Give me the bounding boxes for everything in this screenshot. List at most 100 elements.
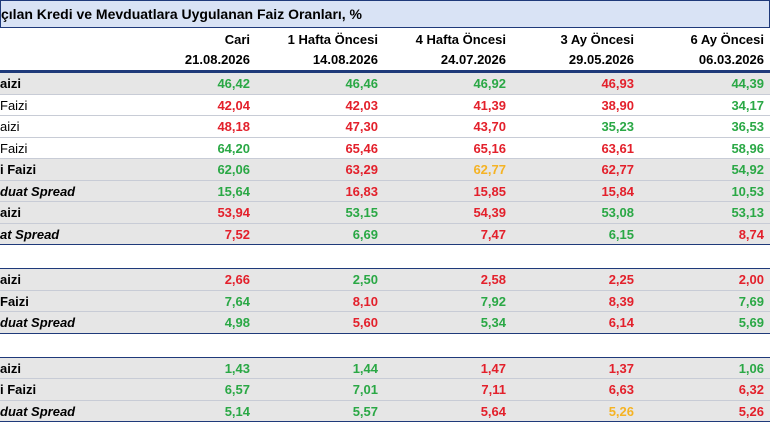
rate-cell: 2,00 bbox=[738, 272, 764, 287]
table-row: Faizi 7,64 8,10 7,92 8,39 7,69 bbox=[0, 290, 770, 312]
rate-cell: 6,63 bbox=[608, 382, 634, 397]
rate-cell: 46,93 bbox=[601, 76, 634, 91]
section-rule bbox=[0, 244, 770, 245]
column-date: 24.07.2026 bbox=[440, 52, 506, 67]
rate-cell: 1,37 bbox=[608, 360, 634, 376]
table-row: i Faizi 6,57 7,01 7,11 6,63 6,32 bbox=[0, 379, 770, 401]
table-row: Faizi 64,20 65,46 65,16 63,61 58,96 bbox=[0, 138, 770, 159]
rate-cell: 58,96 bbox=[731, 140, 764, 156]
rate-cell: 7,01 bbox=[352, 382, 378, 397]
rate-cell: 54,39 bbox=[473, 205, 506, 220]
row-label: Faizi bbox=[0, 140, 28, 156]
rate-cell: 53,08 bbox=[601, 205, 634, 220]
rate-cell: 47,30 bbox=[345, 119, 378, 134]
column-date: 06.03.2026 bbox=[698, 52, 764, 67]
rate-cell: 46,46 bbox=[345, 76, 378, 91]
table-row: aizi 46,42 46,46 46,92 46,93 44,39 bbox=[0, 73, 770, 95]
rate-cell: 54,92 bbox=[731, 162, 764, 177]
table-row: aizi 2,66 2,50 2,58 2,25 2,00 bbox=[0, 269, 770, 291]
section-rule bbox=[0, 72, 770, 73]
table-row: duat Spread 4,98 5,60 5,34 6,14 5,69 bbox=[0, 312, 770, 334]
row-label: duat Spread bbox=[0, 403, 76, 419]
rate-cell: 8,39 bbox=[608, 293, 634, 309]
rate-cell: 62,06 bbox=[217, 162, 250, 177]
rate-cell: 41,39 bbox=[473, 97, 506, 113]
rate-cell: 2,66 bbox=[224, 272, 250, 287]
rate-cell: 63,61 bbox=[601, 140, 634, 156]
table-row: duat Spread 5,14 5,57 5,64 5,26 5,26 bbox=[0, 400, 770, 422]
column-name: 1 Hafta Öncesi bbox=[287, 32, 378, 47]
column-name: Cari bbox=[224, 32, 250, 47]
header-row: 21.08.2026 14.08.2026 24.07.2026 29.05.2026… bbox=[0, 50, 770, 69]
rate-cell: 2,50 bbox=[352, 272, 378, 287]
row-label: aizi bbox=[0, 119, 20, 134]
section-rule bbox=[0, 332, 770, 334]
rate-cell: 53,15 bbox=[345, 205, 378, 220]
rate-cell: 2,25 bbox=[608, 272, 634, 287]
table-row: aizi 48,18 47,30 43,70 35,23 36,53 bbox=[0, 116, 770, 138]
rate-cell: 10,53 bbox=[731, 183, 764, 199]
column-date: 21.08.2026 bbox=[184, 52, 250, 67]
column-name: 6 Ay Öncesi bbox=[690, 32, 764, 47]
rate-cell: 5,69 bbox=[738, 315, 764, 330]
rate-cell: 42,03 bbox=[345, 97, 378, 113]
rate-cell: 5,26 bbox=[608, 403, 634, 419]
row-label: i Faizi bbox=[0, 162, 37, 177]
rate-cell: 5,57 bbox=[352, 403, 378, 419]
row-label: duat Spread bbox=[0, 183, 76, 199]
section-rule bbox=[0, 421, 770, 422]
rate-cell: 6,69 bbox=[352, 226, 378, 242]
rate-cell: 8,74 bbox=[738, 226, 764, 242]
rate-cell: 15,64 bbox=[217, 183, 250, 199]
section-rule bbox=[0, 356, 770, 358]
rate-cell: 5,34 bbox=[480, 315, 506, 330]
header-rule bbox=[0, 70, 770, 72]
column-date: 14.08.2026 bbox=[312, 52, 378, 67]
rate-cell: 16,83 bbox=[345, 183, 378, 199]
rate-cell: 7,52 bbox=[224, 226, 250, 242]
table-row: duat Spread 15,64 16,83 15,85 15,84 10,53 bbox=[0, 180, 770, 202]
rate-cell: 1,44 bbox=[352, 360, 378, 376]
rate-cell: 38,90 bbox=[601, 97, 634, 113]
rate-cell: 6,14 bbox=[608, 315, 634, 330]
rate-cell: 1,06 bbox=[738, 360, 764, 376]
row-label: aizi bbox=[0, 360, 21, 376]
rate-cell: 5,26 bbox=[738, 403, 764, 419]
rate-cell: 7,92 bbox=[480, 293, 506, 309]
row-label: at Spread bbox=[0, 226, 60, 242]
table-row: i Faizi 62,06 63,29 62,77 62,77 54,92 bbox=[0, 159, 770, 181]
rate-cell: 62,77 bbox=[473, 162, 506, 177]
rate-cell: 6,57 bbox=[224, 382, 250, 397]
rate-cell: 64,20 bbox=[217, 140, 250, 156]
rate-cell: 8,10 bbox=[352, 293, 378, 309]
row-label: aizi bbox=[0, 272, 21, 287]
rate-cell: 1,47 bbox=[480, 360, 506, 376]
rate-cell: 7,64 bbox=[224, 293, 250, 309]
table-row: Faizi 42,04 42,03 41,39 38,90 34,17 bbox=[0, 95, 770, 116]
rate-cell: 35,23 bbox=[601, 119, 634, 134]
title: çılan Kredi ve Mevduatlara Uygulanan Fai… bbox=[0, 0, 770, 28]
rate-cell: 7,11 bbox=[481, 382, 506, 397]
rate-cell: 53,13 bbox=[731, 205, 764, 220]
rate-cell: 7,69 bbox=[738, 293, 764, 309]
table-row: aizi 53,94 53,15 54,39 53,08 53,13 bbox=[0, 202, 770, 224]
rate-cell: 5,64 bbox=[480, 403, 506, 419]
rate-cell: 15,84 bbox=[601, 183, 634, 199]
table-row: at Spread 7,52 6,69 7,47 6,15 8,74 bbox=[0, 223, 770, 245]
rate-cell: 6,32 bbox=[738, 382, 764, 397]
row-label: aizi bbox=[0, 76, 21, 91]
rate-cell: 15,85 bbox=[473, 183, 506, 199]
rate-cell: 53,94 bbox=[217, 205, 250, 220]
row-label: duat Spread bbox=[0, 315, 76, 330]
section-rule bbox=[0, 268, 770, 269]
rate-cell: 46,42 bbox=[217, 76, 250, 91]
rate-cell: 5,60 bbox=[352, 315, 378, 330]
row-label: Faizi bbox=[0, 97, 28, 113]
rate-cell: 4,98 bbox=[224, 315, 250, 330]
rate-cell: 62,77 bbox=[601, 162, 634, 177]
rate-cell: 36,53 bbox=[731, 119, 764, 134]
column-date: 29.05.2026 bbox=[568, 52, 634, 67]
rate-cell: 34,17 bbox=[731, 97, 764, 113]
rate-cell: 65,16 bbox=[473, 140, 506, 156]
